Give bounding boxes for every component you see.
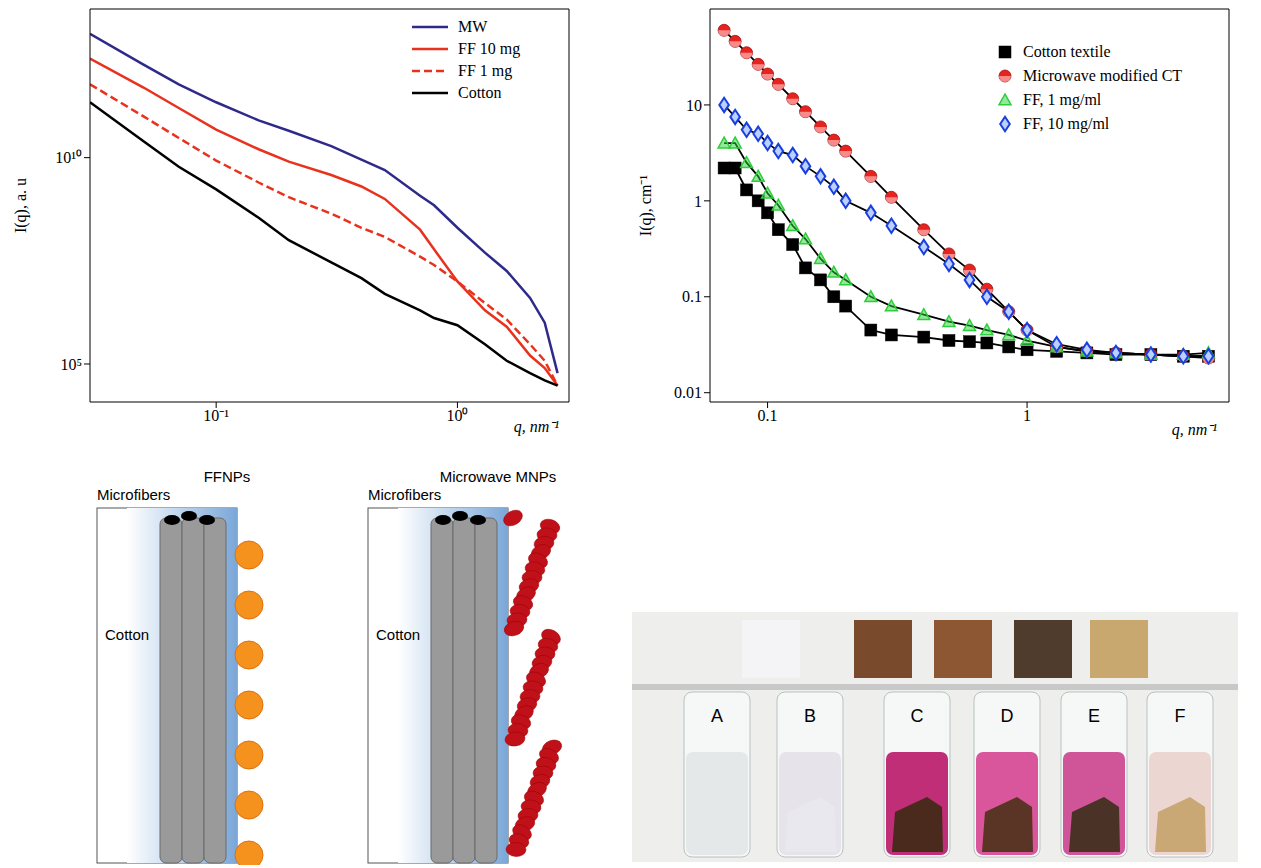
svg-text:q, nm⁻¹: q, nm⁻¹ (514, 418, 560, 436)
svg-text:E: E (1088, 706, 1100, 726)
svg-text:Microwave MNPs: Microwave MNPs (440, 468, 557, 485)
html-text:Cotton: Cotton (458, 84, 502, 101)
svg-text:0.01: 0.01 (674, 384, 702, 401)
svg-text:1: 1 (694, 193, 702, 210)
svg-text:B: B (804, 706, 816, 726)
svg-text:0.1: 0.1 (682, 288, 702, 305)
svg-text:F: F (1175, 706, 1186, 726)
svg-text:q, nm⁻¹: q, nm⁻¹ (1172, 421, 1218, 439)
svg-text:D: D (1001, 706, 1014, 726)
svg-text:10⁰: 10⁰ (446, 407, 468, 424)
svg-text:FFNPs: FFNPs (204, 468, 251, 485)
svg-text:Cotton: Cotton (105, 626, 149, 643)
svg-text:0.1: 0.1 (758, 407, 778, 424)
svg-text:I(q), a. u: I(q), a. u (12, 178, 30, 233)
svg-text:Microfibers: Microfibers (97, 486, 170, 503)
html-text:Microwave modified CT: Microwave modified CT (1023, 67, 1183, 84)
svg-text:C: C (911, 706, 924, 726)
html-text:MW: MW (458, 18, 488, 35)
html-text:FF, 1 mg/ml: FF, 1 mg/ml (1023, 91, 1102, 108)
html-text:FF 10 mg: FF 10 mg (458, 40, 521, 57)
svg-text:10¹⁰: 10¹⁰ (55, 149, 82, 166)
html-text:Cotton textile: Cotton textile (1023, 43, 1111, 60)
svg-text:A: A (711, 706, 723, 726)
html-text:FF 1 mg: FF 1 mg (458, 62, 513, 79)
html-text:FF, 10 mg/ml: FF, 10 mg/ml (1023, 115, 1110, 132)
svg-text:Cotton: Cotton (376, 626, 420, 643)
svg-text:10⁻¹: 10⁻¹ (203, 407, 229, 424)
svg-text:1: 1 (1023, 407, 1031, 424)
svg-text:I(q), cm⁻¹: I(q), cm⁻¹ (637, 175, 655, 237)
svg-text:10⁵: 10⁵ (60, 356, 82, 373)
svg-text:Microfibers: Microfibers (368, 486, 441, 503)
svg-text:10: 10 (686, 97, 702, 114)
